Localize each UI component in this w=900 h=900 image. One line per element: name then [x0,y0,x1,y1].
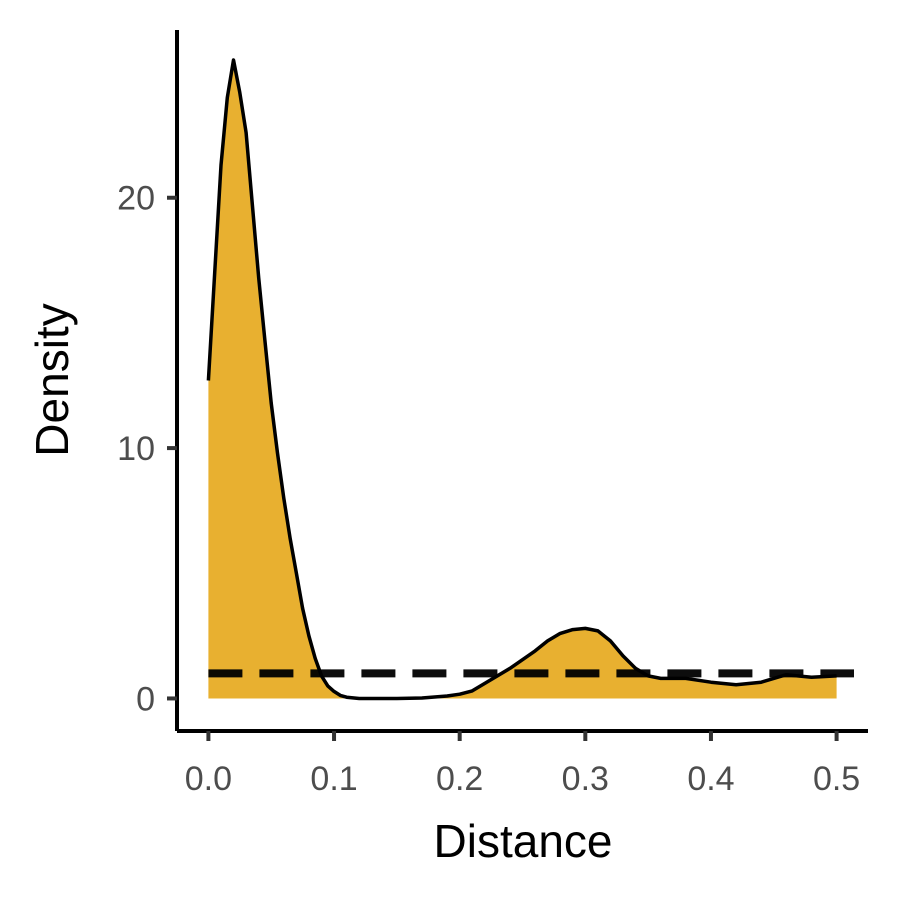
x-tick-label: 0.5 [813,760,860,798]
density-line [206,58,837,701]
x-tick-label: 0.1 [310,760,357,798]
y-axis-ticks: 0 10 20 [117,180,177,718]
x-tick-label: 0.4 [687,760,734,798]
y-axis-title: Density [26,303,78,456]
x-tick-label: 0.0 [185,760,232,798]
x-tick-label: 0.2 [436,760,483,798]
y-tick-label: 0 [136,680,155,718]
x-tick-label: 0.3 [562,760,609,798]
y-tick-label: 20 [117,180,155,218]
density-area [208,60,837,699]
x-axis-title: Distance [434,815,613,867]
x-axis-ticks: 0.0 0.1 0.2 0.3 0.4 0.5 [185,731,860,798]
y-tick-label: 10 [117,430,155,468]
